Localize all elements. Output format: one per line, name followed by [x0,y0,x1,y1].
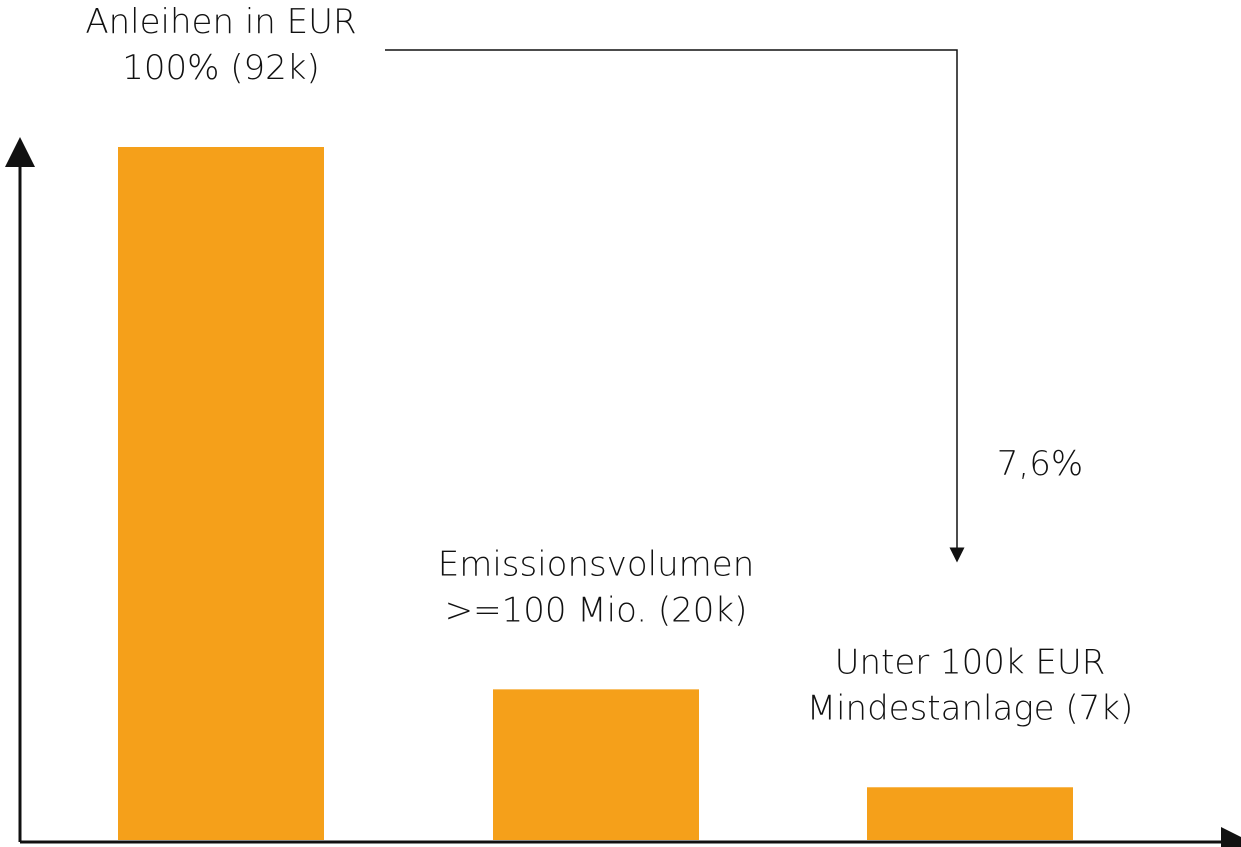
ratio-arrow [385,49,965,563]
bar-label: >=100 Mio. (20k) [445,590,748,630]
annotation: 7,6% [997,444,1083,484]
bar-label: Unter 100k EUR [835,642,1106,682]
bar [493,689,699,840]
bar-label: 100% (92k) [122,48,320,88]
bar [118,147,324,840]
bar-label: Mindestanlage (7k) [807,688,1134,728]
bar [867,787,1073,840]
bar-label: Anleihen in EUR [85,2,356,42]
bar-label: Emissionsvolumen [438,544,755,584]
